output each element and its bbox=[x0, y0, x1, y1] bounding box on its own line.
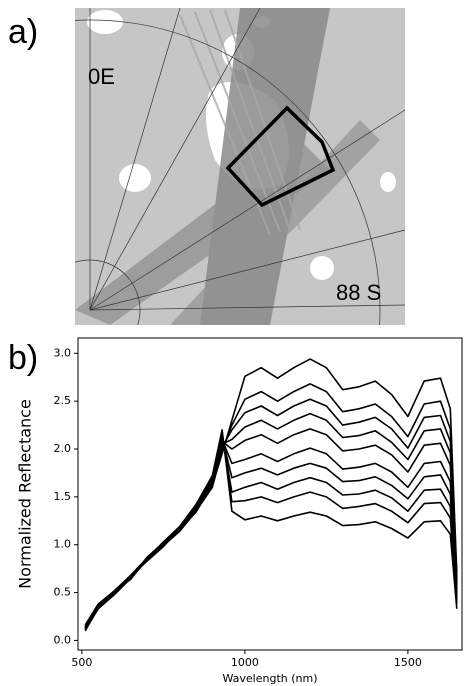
panel-label: a) bbox=[8, 13, 38, 51]
y-tick-label: 2.0 bbox=[54, 442, 72, 455]
y-tick-label: 0.5 bbox=[54, 586, 72, 599]
spectrum-line bbox=[84, 412, 458, 628]
spectrum-line bbox=[84, 398, 458, 630]
spectrum-line bbox=[84, 438, 458, 626]
panel-label: b) bbox=[8, 339, 38, 377]
x-axis-label: Wavelength (nm) bbox=[222, 672, 317, 685]
y-tick-label: 1.0 bbox=[54, 538, 72, 551]
longitude-label: 0E bbox=[88, 64, 115, 89]
y-tick-label: 1.5 bbox=[54, 490, 72, 503]
x-tick-label: 1000 bbox=[231, 656, 259, 669]
y-axis-label: Normalized Reflectance bbox=[16, 399, 35, 589]
spectrum-line bbox=[84, 431, 458, 630]
y-tick-label: 3.0 bbox=[54, 346, 72, 359]
latitude-label: 88 S bbox=[336, 280, 381, 305]
y-tick-label: 0.0 bbox=[54, 633, 72, 646]
axes-frame bbox=[77, 337, 463, 651]
spectrum-line bbox=[84, 433, 458, 632]
spectrum-line bbox=[84, 429, 458, 628]
plot: 0.0 0.5 1.0 1.5 2.0 2.5 3.0 500 1000 1500 Waveleng… bbox=[16, 337, 463, 685]
x-tick-label: 500 bbox=[71, 656, 92, 669]
map-image bbox=[75, 8, 405, 325]
x-tick-label: 1500 bbox=[394, 656, 422, 669]
y-tick-label: 2.5 bbox=[54, 394, 72, 407]
spectrum-line bbox=[84, 436, 458, 629]
